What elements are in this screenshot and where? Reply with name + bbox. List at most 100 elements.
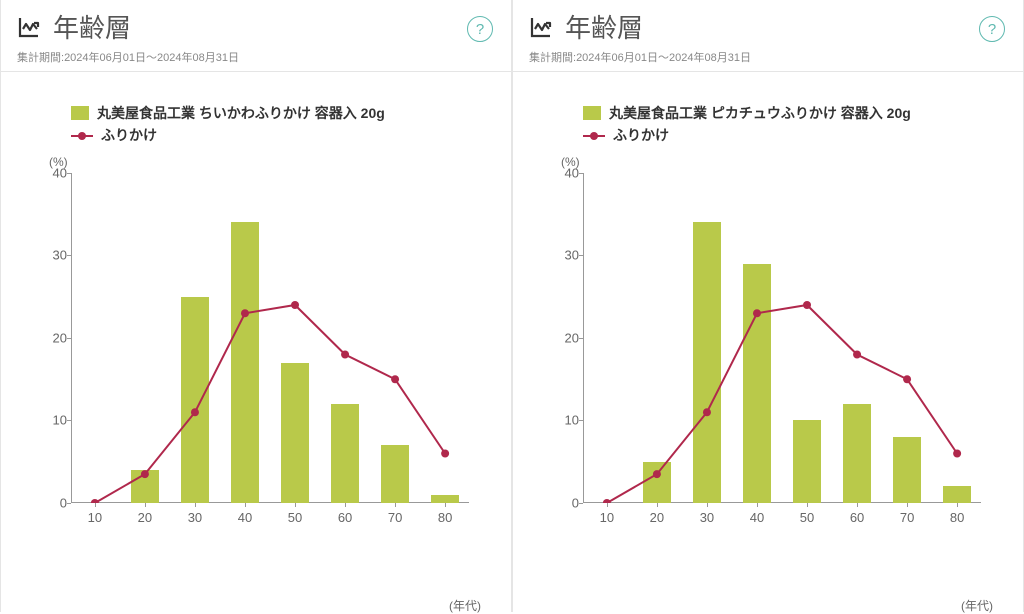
bar-swatch-icon bbox=[71, 106, 89, 120]
legend-line-label: ふりかけ bbox=[613, 124, 669, 146]
y-tick-mark bbox=[579, 338, 583, 339]
period-value: 2024年06月01日～2024年08月31日 bbox=[64, 52, 239, 64]
x-tick-mark bbox=[345, 503, 346, 507]
y-tick-mark bbox=[67, 338, 71, 339]
x-tick-mark bbox=[657, 503, 658, 507]
help-button[interactable]: ? bbox=[979, 16, 1005, 42]
y-tick-label: 30 bbox=[37, 248, 67, 263]
bar bbox=[231, 222, 259, 503]
line-layer bbox=[71, 173, 469, 503]
bar bbox=[693, 222, 721, 503]
chart-area: 丸美屋食品工業 ピカチュウふりかけ 容器入 20g ふりかけ (%) 01020… bbox=[513, 72, 1023, 612]
panel-header: 年齢層 集計期間:2024年06月01日～2024年08月31日 ? bbox=[1, 0, 511, 72]
legend-item-line: ふりかけ bbox=[71, 124, 499, 146]
plot-area: 0102030401020304050607080 bbox=[71, 173, 469, 503]
y-tick-label: 0 bbox=[549, 495, 579, 510]
bar bbox=[743, 264, 771, 503]
x-tick-label: 50 bbox=[800, 510, 814, 525]
bar bbox=[131, 470, 159, 503]
x-tick-label: 70 bbox=[900, 510, 914, 525]
x-tick-mark bbox=[707, 503, 708, 507]
x-axis-unit: (年代) bbox=[449, 597, 481, 614]
x-tick-label: 10 bbox=[600, 510, 614, 525]
period-prefix: 集計期間: bbox=[17, 52, 64, 64]
y-axis-line bbox=[583, 173, 584, 503]
line-chart-icon bbox=[529, 15, 553, 39]
x-tick-label: 30 bbox=[188, 510, 202, 525]
x-tick-mark bbox=[907, 503, 908, 507]
period-text: 集計期間:2024年06月01日～2024年08月31日 bbox=[529, 49, 1007, 65]
x-tick-label: 60 bbox=[850, 510, 864, 525]
bar bbox=[381, 445, 409, 503]
x-tick-mark bbox=[245, 503, 246, 507]
y-axis-unit: (%) bbox=[49, 155, 499, 169]
y-tick-mark bbox=[579, 420, 583, 421]
bar bbox=[181, 297, 209, 503]
bar bbox=[893, 437, 921, 503]
title-row: 年齢層 bbox=[17, 8, 495, 45]
y-tick-label: 30 bbox=[549, 248, 579, 263]
legend-item-bar: 丸美屋食品工業 ちいかわふりかけ 容器入 20g bbox=[71, 102, 499, 124]
legend-bar-label: 丸美屋食品工業 ピカチュウふりかけ 容器入 20g bbox=[609, 102, 911, 124]
x-tick-label: 20 bbox=[138, 510, 152, 525]
y-tick-label: 40 bbox=[37, 165, 67, 180]
x-tick-mark bbox=[395, 503, 396, 507]
x-tick-label: 40 bbox=[750, 510, 764, 525]
bar bbox=[843, 404, 871, 503]
panel-header: 年齢層 集計期間:2024年06月01日～2024年08月31日 ? bbox=[513, 0, 1023, 72]
x-tick-label: 60 bbox=[338, 510, 352, 525]
help-button[interactable]: ? bbox=[467, 16, 493, 42]
x-tick-mark bbox=[757, 503, 758, 507]
y-tick-label: 10 bbox=[549, 413, 579, 428]
x-tick-mark bbox=[295, 503, 296, 507]
x-axis-unit: (年代) bbox=[961, 597, 993, 614]
legend: 丸美屋食品工業 ちいかわふりかけ 容器入 20g ふりかけ bbox=[71, 102, 499, 147]
x-tick-mark bbox=[195, 503, 196, 507]
period-value: 2024年06月01日～2024年08月31日 bbox=[576, 52, 751, 64]
legend: 丸美屋食品工業 ピカチュウふりかけ 容器入 20g ふりかけ bbox=[583, 102, 1011, 147]
y-tick-label: 40 bbox=[549, 165, 579, 180]
x-tick-label: 80 bbox=[950, 510, 964, 525]
panel-title: 年齢層 bbox=[53, 8, 131, 45]
chart-area: 丸美屋食品工業 ちいかわふりかけ 容器入 20g ふりかけ (%) 010203… bbox=[1, 72, 511, 612]
period-text: 集計期間:2024年06月01日～2024年08月31日 bbox=[17, 49, 495, 65]
legend-item-line: ふりかけ bbox=[583, 124, 1011, 146]
x-tick-mark bbox=[95, 503, 96, 507]
bar bbox=[643, 462, 671, 503]
bar bbox=[943, 486, 971, 503]
x-tick-label: 80 bbox=[438, 510, 452, 525]
legend-line-label: ふりかけ bbox=[101, 124, 157, 146]
x-tick-mark bbox=[145, 503, 146, 507]
y-tick-mark bbox=[67, 173, 71, 174]
x-tick-mark bbox=[957, 503, 958, 507]
x-tick-mark bbox=[807, 503, 808, 507]
y-tick-mark bbox=[579, 503, 583, 504]
panel-right: 年齢層 集計期間:2024年06月01日～2024年08月31日 ? 丸美屋食品… bbox=[512, 0, 1024, 612]
y-tick-label: 10 bbox=[37, 413, 67, 428]
y-tick-mark bbox=[67, 503, 71, 504]
line-swatch-icon bbox=[583, 129, 605, 143]
title-row: 年齢層 bbox=[529, 8, 1007, 45]
plot-area: 0102030401020304050607080 bbox=[583, 173, 981, 503]
x-tick-mark bbox=[607, 503, 608, 507]
y-tick-mark bbox=[579, 255, 583, 256]
x-tick-label: 10 bbox=[88, 510, 102, 525]
y-axis-line bbox=[71, 173, 72, 503]
x-tick-label: 30 bbox=[700, 510, 714, 525]
line-swatch-icon bbox=[71, 129, 93, 143]
y-tick-label: 20 bbox=[549, 330, 579, 345]
bar bbox=[281, 363, 309, 503]
legend-item-bar: 丸美屋食品工業 ピカチュウふりかけ 容器入 20g bbox=[583, 102, 1011, 124]
bar-swatch-icon bbox=[583, 106, 601, 120]
x-tick-mark bbox=[445, 503, 446, 507]
bar bbox=[331, 404, 359, 503]
x-tick-label: 50 bbox=[288, 510, 302, 525]
y-axis-unit: (%) bbox=[561, 155, 1011, 169]
y-tick-label: 20 bbox=[37, 330, 67, 345]
x-tick-label: 20 bbox=[650, 510, 664, 525]
legend-bar-label: 丸美屋食品工業 ちいかわふりかけ 容器入 20g bbox=[97, 102, 385, 124]
y-tick-mark bbox=[67, 420, 71, 421]
x-tick-label: 70 bbox=[388, 510, 402, 525]
y-tick-label: 0 bbox=[37, 495, 67, 510]
x-tick-label: 40 bbox=[238, 510, 252, 525]
